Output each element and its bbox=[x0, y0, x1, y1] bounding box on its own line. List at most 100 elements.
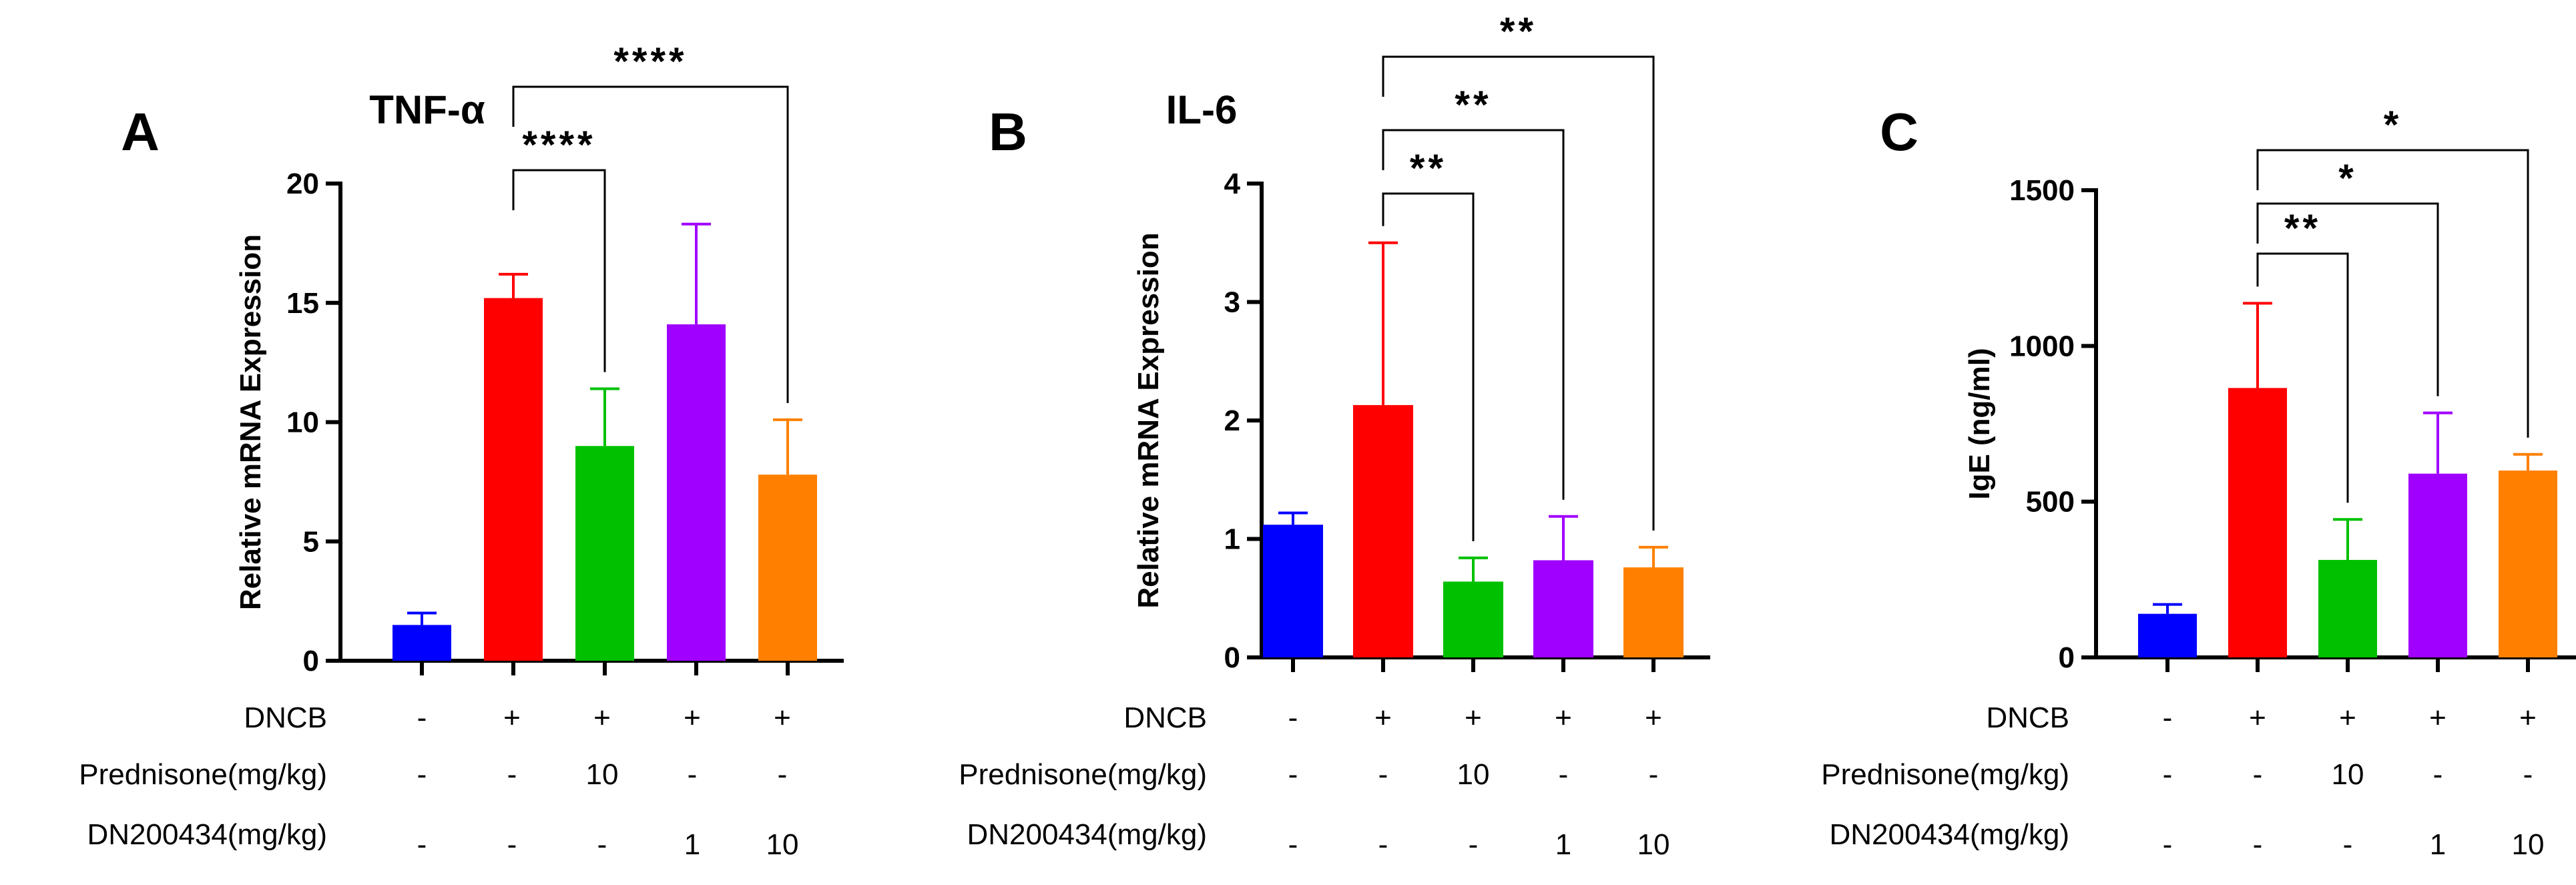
y-tick-label: 10 bbox=[286, 406, 319, 439]
y-tick-label: 20 bbox=[286, 168, 319, 200]
condition-value: - bbox=[1288, 828, 1298, 861]
condition-label: DNCB bbox=[244, 701, 327, 734]
bar bbox=[2138, 613, 2197, 657]
condition-value: - bbox=[597, 828, 607, 861]
significance-label: ** bbox=[1500, 10, 1537, 53]
significance-bracket bbox=[2256, 149, 2529, 438]
significance-bracket bbox=[1382, 192, 1475, 541]
condition-value: 10 bbox=[1637, 828, 1670, 861]
condition-value: + bbox=[684, 701, 701, 734]
bar bbox=[1623, 567, 1684, 657]
condition-value: + bbox=[503, 701, 521, 734]
condition-value: 10 bbox=[766, 828, 799, 861]
y-axis-label: IgE (ng/ml) bbox=[1963, 348, 1996, 499]
panel-letter: C bbox=[1880, 102, 1918, 162]
significance-bracket bbox=[1382, 55, 1655, 531]
condition-value: - bbox=[1469, 828, 1479, 861]
condition-label: Prednisone(mg/kg) bbox=[959, 758, 1207, 791]
condition-value: 1 bbox=[684, 828, 700, 861]
condition-value: - bbox=[2253, 828, 2263, 861]
condition-value: - bbox=[1559, 758, 1569, 791]
condition-value: - bbox=[417, 758, 427, 791]
bar bbox=[484, 298, 543, 661]
panel-letter: B bbox=[989, 102, 1027, 162]
condition-label: DNCB bbox=[1986, 701, 2069, 734]
significance-bracket bbox=[1382, 129, 1565, 500]
bar bbox=[1353, 404, 1413, 657]
condition-value: 1 bbox=[2430, 828, 2446, 861]
condition-value: - bbox=[507, 758, 517, 791]
condition-value: - bbox=[417, 828, 427, 861]
bar bbox=[2318, 559, 2377, 657]
y-tick-label: 0 bbox=[303, 645, 319, 677]
y-tick-label: 4 bbox=[1224, 168, 1241, 200]
condition-value: + bbox=[1555, 701, 1572, 734]
bar bbox=[758, 475, 817, 661]
significance-bracket bbox=[512, 169, 606, 372]
condition-value: 1 bbox=[1555, 828, 1571, 861]
condition-label: DN200434(mg/kg) bbox=[1830, 818, 2070, 851]
y-tick-label: 3 bbox=[1224, 286, 1240, 319]
condition-value: + bbox=[2519, 701, 2537, 734]
condition-value: - bbox=[778, 758, 788, 791]
condition-value: + bbox=[1645, 701, 1662, 734]
condition-label: Prednisone(mg/kg) bbox=[79, 758, 327, 791]
condition-value: + bbox=[774, 701, 791, 734]
condition-value: - bbox=[2163, 701, 2173, 734]
condition-value: + bbox=[1374, 701, 1392, 734]
bar bbox=[2228, 388, 2287, 657]
y-tick-label: 1000 bbox=[2009, 330, 2075, 362]
significance-label: **** bbox=[613, 40, 687, 83]
y-tick-label: 0 bbox=[1224, 641, 1240, 674]
condition-value: 10 bbox=[2332, 758, 2364, 791]
condition-value: - bbox=[417, 701, 427, 734]
condition-value: - bbox=[2253, 758, 2263, 791]
significance-bracket bbox=[2256, 202, 2439, 396]
condition-value: - bbox=[1288, 758, 1298, 791]
bar bbox=[2408, 473, 2467, 657]
condition-value: 10 bbox=[586, 758, 619, 791]
y-tick-label: 0 bbox=[2059, 641, 2075, 674]
condition-value: + bbox=[2339, 701, 2356, 734]
condition-value: - bbox=[1378, 828, 1388, 861]
condition-value: - bbox=[688, 758, 698, 791]
y-tick-label: 1500 bbox=[2009, 174, 2075, 207]
y-axis-label: Relative mRNA Expression bbox=[1132, 232, 1165, 608]
panel-letter: A bbox=[121, 102, 160, 162]
condition-value: + bbox=[2249, 701, 2266, 734]
condition-value: - bbox=[2163, 828, 2173, 861]
condition-label: DNCB bbox=[1123, 701, 1207, 734]
condition-value: - bbox=[1649, 758, 1659, 791]
chart-title: IL-6 bbox=[1166, 87, 1238, 132]
condition-value: - bbox=[1288, 701, 1298, 734]
significance-label: ** bbox=[1410, 147, 1447, 190]
bar bbox=[575, 446, 634, 661]
significance-label: ** bbox=[2284, 207, 2321, 250]
condition-value: 10 bbox=[2512, 828, 2545, 861]
condition-value: - bbox=[507, 828, 517, 861]
bar bbox=[1533, 560, 1593, 657]
condition-value: - bbox=[2343, 828, 2353, 861]
y-tick-label: 500 bbox=[2026, 486, 2075, 519]
y-tick-label: 1 bbox=[1224, 523, 1240, 556]
chart-panel-a: A TNF-α Relative mRNA Expression 0 5 10 15 20 **… bbox=[79, 40, 844, 861]
bar bbox=[2499, 471, 2557, 657]
y-tick-label: 5 bbox=[303, 525, 319, 558]
bar bbox=[1263, 525, 1323, 657]
bar bbox=[1443, 581, 1503, 657]
condition-value: + bbox=[2429, 701, 2446, 734]
y-tick-label: 15 bbox=[286, 287, 319, 320]
chart-title: TNF-α bbox=[369, 87, 485, 132]
condition-value: - bbox=[2433, 758, 2443, 791]
significance-label: * bbox=[2338, 157, 2357, 200]
significance-label: ** bbox=[1455, 83, 1491, 127]
condition-value: + bbox=[593, 701, 611, 734]
condition-value: 10 bbox=[1457, 758, 1490, 791]
condition-value: - bbox=[2163, 758, 2173, 791]
y-axis-label: Relative mRNA Expression bbox=[234, 234, 267, 610]
condition-label: DN200434(mg/kg) bbox=[967, 818, 1208, 851]
bar bbox=[393, 625, 451, 661]
